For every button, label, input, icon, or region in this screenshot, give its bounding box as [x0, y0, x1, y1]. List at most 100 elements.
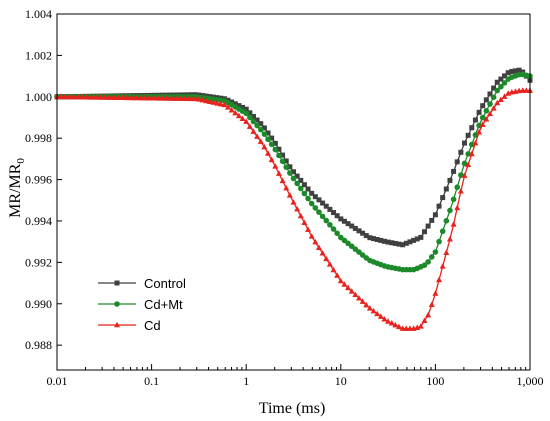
y-tick-label: 1.004 — [25, 7, 52, 21]
data-point — [447, 207, 453, 214]
data-point — [269, 135, 275, 141]
data-point — [250, 113, 256, 119]
data-point — [240, 104, 246, 110]
data-point — [272, 163, 279, 169]
data-point — [199, 96, 206, 103]
data-point — [447, 177, 453, 183]
data-point — [334, 213, 340, 219]
data-point — [502, 73, 508, 79]
data-point — [272, 146, 279, 153]
data-point — [392, 321, 399, 328]
data-point — [483, 97, 489, 103]
y-axis-title-subscript: 0 — [15, 158, 27, 164]
data-point — [290, 175, 297, 182]
data-point — [367, 235, 373, 241]
data-point — [323, 255, 330, 262]
data-point — [370, 307, 377, 314]
data-point — [483, 108, 490, 114]
y-tick-label: 0.992 — [25, 255, 52, 269]
data-point — [355, 294, 362, 301]
data-point — [363, 301, 370, 308]
data-point — [275, 170, 282, 176]
y-axis-ticks: 0.988 0.990 0.992 0.994 0.996 0.998 1.000 1.002… — [25, 7, 62, 352]
data-point — [286, 192, 293, 198]
data-point — [516, 67, 522, 73]
data-point — [385, 239, 391, 245]
data-point — [294, 205, 301, 212]
data-point — [315, 244, 322, 250]
data-point — [232, 101, 238, 107]
data-point — [363, 233, 369, 239]
data-point — [454, 204, 461, 211]
data-point — [446, 235, 453, 242]
data-point — [316, 197, 322, 203]
data-point — [323, 203, 329, 209]
data-point — [396, 241, 402, 247]
data-point — [407, 239, 413, 245]
data-point — [265, 136, 271, 143]
data-point — [320, 200, 326, 206]
data-point — [454, 184, 461, 191]
x-axis-ticks: 0.01 0.1 1 10 100 1,000 — [47, 364, 544, 388]
legend-item: Cd — [98, 318, 161, 333]
series-layer — [54, 67, 533, 331]
data-point — [418, 234, 424, 240]
x-tick-label: 1,000 — [517, 374, 544, 388]
data-point — [279, 158, 286, 165]
data-point — [479, 121, 486, 127]
data-point — [203, 97, 210, 104]
y-tick-label: 0.998 — [25, 131, 52, 145]
data-point — [305, 186, 311, 192]
data-point — [261, 143, 268, 150]
data-point — [261, 125, 267, 131]
data-point — [425, 311, 432, 318]
y-tick-label: 0.988 — [25, 338, 52, 352]
data-point — [432, 249, 439, 255]
data-point — [250, 118, 257, 125]
data-point — [458, 149, 464, 155]
data-point — [297, 185, 304, 192]
data-point — [221, 101, 228, 108]
data-point — [498, 76, 504, 82]
data-point — [308, 233, 315, 239]
data-point — [301, 182, 307, 188]
data-point — [378, 237, 384, 243]
data-point — [243, 118, 250, 124]
data-point — [468, 141, 475, 148]
data-point — [258, 121, 264, 127]
data-point — [283, 164, 290, 170]
data-point — [385, 318, 392, 324]
data-point — [235, 112, 242, 119]
data-point — [443, 218, 450, 224]
data-point — [276, 146, 282, 152]
data-point — [312, 238, 319, 245]
data-point — [294, 180, 300, 187]
data-point — [298, 177, 304, 183]
data-point — [428, 301, 435, 307]
data-point — [268, 141, 275, 148]
y-axis-title-main: MR/MR — [7, 163, 24, 218]
data-point — [411, 237, 417, 243]
data-point — [345, 284, 352, 291]
data-point — [291, 169, 296, 175]
data-point — [349, 223, 355, 229]
data-point — [316, 209, 322, 215]
data-point — [327, 222, 333, 228]
data-point — [250, 128, 257, 134]
data-point — [396, 323, 403, 330]
data-point — [425, 259, 431, 265]
data-point — [301, 190, 308, 197]
data-point — [468, 150, 475, 157]
data-point — [225, 104, 232, 110]
series-cd — [54, 87, 533, 331]
data-point — [432, 290, 439, 296]
data-point — [403, 240, 409, 246]
data-point — [497, 96, 504, 103]
data-point — [254, 122, 260, 129]
data-point — [377, 313, 384, 319]
data-point — [432, 212, 438, 218]
data-point — [483, 115, 490, 122]
data-point — [458, 172, 464, 178]
data-point — [400, 242, 406, 248]
data-point — [323, 217, 330, 224]
